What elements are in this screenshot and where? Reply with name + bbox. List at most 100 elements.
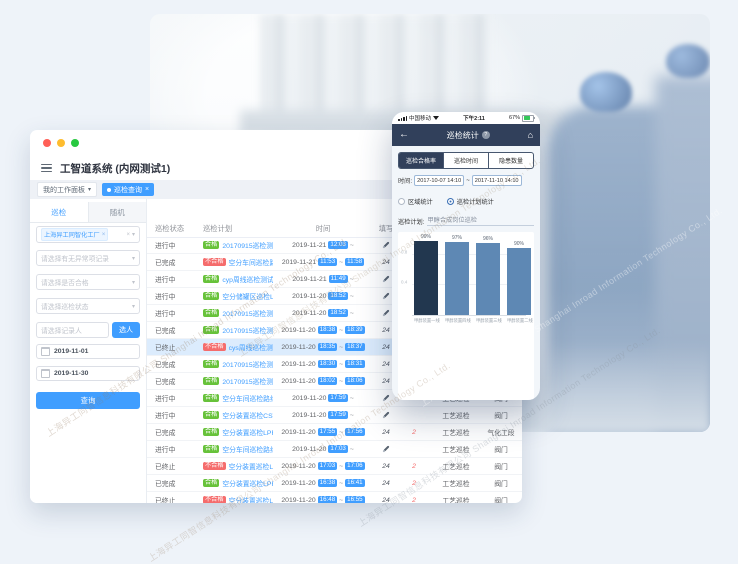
plan-link[interactable]: 20170915巡检测试 (222, 243, 273, 250)
sidebar-tab[interactable]: 巡检 (30, 202, 88, 222)
record-person-input[interactable]: 请选择记录人 (36, 322, 109, 338)
remove-tag-icon[interactable]: × (101, 231, 106, 238)
plan-link[interactable]: 空分装置巡检CSV (222, 413, 273, 420)
segmented-tab[interactable]: 巡检合格率 (399, 153, 443, 168)
plan-link[interactable]: 空分车间巡检路线 (222, 396, 273, 403)
menu-icon[interactable] (41, 163, 52, 173)
sidebar-tab[interactable]: 随机 (87, 202, 146, 222)
inspection-object: 阀门 (494, 464, 508, 471)
segmented-tab[interactable]: 巡检时间 (443, 153, 488, 168)
help-icon[interactable]: ? (481, 131, 490, 139)
phone-mockup: 中国移动 下午2:11 67% ← 巡检统计 ? ⌂ 巡检合格率 巡检时间 隐患数量… (392, 112, 540, 400)
edit-icon[interactable] (382, 394, 390, 402)
edit-icon[interactable] (382, 309, 390, 317)
plan-link[interactable]: 空分装置巡检LPF (228, 464, 273, 471)
filled-count: 24 (382, 479, 390, 487)
filter-select[interactable]: 请选择巡检状态 ▾ (36, 298, 140, 314)
query-button[interactable]: 查询 (36, 392, 140, 409)
time-separator: ~ (466, 177, 470, 184)
chevron-down-icon: ▾ (88, 186, 92, 193)
inspection-type: 工艺巡检 (442, 481, 470, 488)
start-time-chip: 18:38 (317, 325, 338, 335)
plan-link[interactable]: 空分装置巡检LPF (228, 498, 273, 503)
bar-rect (445, 242, 469, 315)
edit-icon[interactable] (382, 411, 390, 419)
plan-link[interactable]: 空分装置巡检LPF (222, 481, 273, 488)
filled-count: 24 (382, 428, 390, 436)
window-controls[interactable] (43, 139, 79, 147)
tab-inspection-query-label: 巡检查询 (114, 186, 143, 194)
maximize-window-icon[interactable] (71, 139, 79, 147)
time-range-row: 时间: 2017-10-07 14:10 ~ 2017-11-10 14:10 (398, 175, 534, 186)
plan-link[interactable]: cyp周线巡检测试计划 (222, 277, 273, 284)
end-date-picker[interactable]: 2019-11-30 (36, 366, 140, 381)
clear-icon[interactable]: × (126, 231, 130, 238)
radio-label: 区域统计 (408, 198, 433, 206)
phone-nav-bar: ← 巡检统计 ? ⌂ (392, 124, 540, 146)
start-time-chip: 18:30 (317, 359, 338, 369)
table-row[interactable]: 已终止 不合格 空分装置巡检LPF 2019-11-20 16:48 ~ 16:… (147, 492, 522, 503)
time-tilde: ~ (349, 394, 354, 402)
chart-bar: 97% (445, 235, 469, 315)
back-icon[interactable]: ← (399, 129, 409, 140)
close-window-icon[interactable] (43, 139, 51, 147)
time-from-input[interactable]: 2017-10-07 14:10 (414, 175, 465, 186)
bars: 99% 97% 96% 90% (412, 234, 531, 315)
plan-link[interactable]: cys周线巡检测试计划 (228, 345, 273, 352)
select-placeholder: 请选择是否合格 (41, 280, 89, 287)
table-row[interactable]: 已完成 合格 空分装置巡检LPF 2019-11-20 16:38 ~ 16:4… (147, 475, 522, 492)
filter-select[interactable]: 请选择有无异常项记录 ▾ (36, 250, 140, 266)
time-tilde: ~ (349, 292, 354, 300)
status-text: 已完成 (155, 481, 176, 488)
end-time-chip: 11:58 (345, 257, 365, 267)
home-icon[interactable]: ⌂ (527, 129, 533, 140)
start-date-picker[interactable]: 2019-11-01 (36, 344, 140, 359)
end-time-chip: 18:06 (345, 376, 365, 386)
plan-link[interactable]: 空分储罐区巡检LPF (222, 294, 273, 301)
bar-value-label: 96% (482, 236, 493, 242)
date-text: 2019-11-20 (281, 377, 316, 385)
edit-icon[interactable] (382, 445, 390, 453)
time-to-input[interactable]: 2017-11-10 14:10 (471, 175, 522, 186)
table-row[interactable]: 进行中 合格 空分装置巡检CSV 2019-11-20 17:59 ~ 工艺巡检… (147, 407, 522, 424)
chart-plot-area: 0.4 0.8 99% 97% 96% 90% (401, 234, 531, 316)
start-time-chip: 11:49 (328, 274, 348, 284)
stat-mode-radios: 区域统计 巡检计划统计 (398, 193, 534, 209)
plan-link[interactable]: 20170915巡检测试 (222, 362, 273, 369)
filter-select[interactable]: 请选择是否合格 ▾ (36, 274, 140, 290)
plan-link[interactable]: 空分车间巡检路线 (228, 260, 273, 267)
end-time-chip: 16:41 (345, 478, 365, 488)
time-tilde: ~ (339, 479, 344, 487)
factory-select[interactable]: 上海异工同智化工厂 × × ▾ (36, 226, 140, 243)
edit-icon[interactable] (382, 241, 390, 249)
inspection-type: 工艺巡检 (442, 447, 470, 454)
start-time-chip: 18:35 (317, 342, 338, 352)
result-badge: 合格 (203, 410, 220, 420)
edit-icon[interactable] (382, 292, 390, 300)
segmented-tab[interactable]: 隐患数量 (488, 153, 533, 168)
table-row[interactable]: 已完成 合格 空分装置巡检LPF 2019-11-20 17:55 ~ 17:5… (147, 424, 522, 441)
plan-link[interactable]: 空分装置巡检LPF (222, 430, 273, 437)
table-row[interactable]: 已终止 不合格 空分装置巡检LPF 2019-11-20 17:03 ~ 17:… (147, 458, 522, 475)
plan-select[interactable]: 甲醇合成岗位巡检 (427, 215, 534, 226)
edit-icon[interactable] (382, 275, 390, 283)
photo-worker-helmet (580, 72, 632, 112)
plan-link[interactable]: 20170915巡检测试 (222, 311, 273, 318)
plan-link[interactable]: 20170915巡检测试 (222, 379, 273, 386)
time-tilde: ~ (339, 360, 344, 368)
plan-row: 巡检计划: 甲醇合成岗位巡检 (398, 215, 534, 226)
pick-person-button[interactable]: 选人 (112, 322, 140, 338)
minimize-window-icon[interactable] (57, 139, 65, 147)
inspection-type: 工艺巡检 (442, 498, 470, 503)
close-tab-icon[interactable]: × (145, 186, 150, 193)
plan-link[interactable]: 20170915巡检测试 (222, 328, 273, 335)
radio-option[interactable]: 巡检计划统计 (446, 193, 494, 209)
tab-workspace[interactable]: 我的工作面板 ▾ (37, 182, 98, 197)
factory-tag-label: 上海异工同智化工厂 (44, 232, 100, 239)
radio-option[interactable]: 区域统计 (398, 197, 433, 206)
plan-link[interactable]: 空分车间巡检路线 (222, 447, 273, 454)
radio-icon (446, 197, 454, 205)
table-row[interactable]: 进行中 合格 空分车间巡检路线 2019-11-20 17:03 ~ 工艺巡检 … (147, 441, 522, 458)
tab-inspection-query[interactable]: 巡检查询 × (102, 183, 155, 196)
start-time-chip: 18:52 (328, 308, 348, 318)
